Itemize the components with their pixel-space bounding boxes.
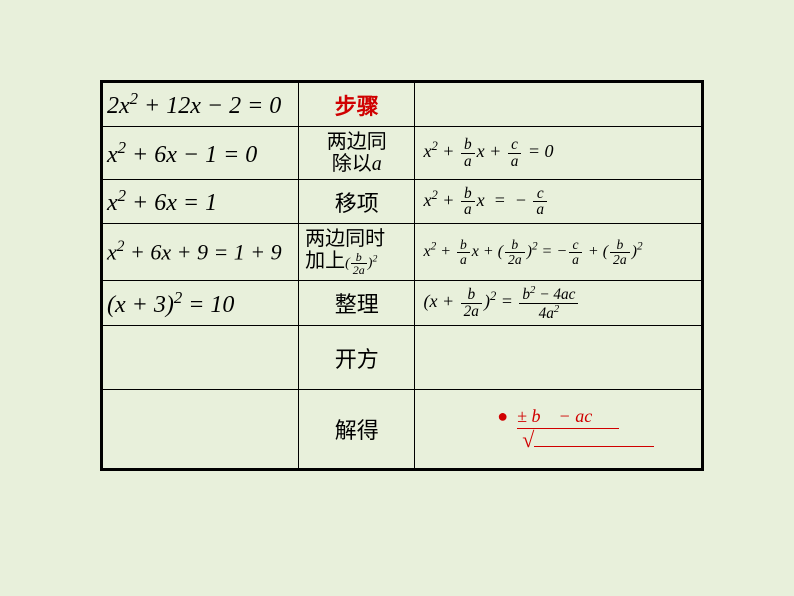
table-row: 2x2 + 12x − 2 = 0 步骤	[103, 83, 702, 127]
step-cell: 两边同 除以a	[299, 127, 415, 180]
table-row: x2 + 6x = 1 移项 x2 + bax = − ca	[103, 180, 702, 224]
formula-cell	[103, 326, 299, 390]
formula-cell: x2 + 6x = 1	[103, 180, 299, 224]
right-cell: x2 + bax = − ca	[415, 180, 702, 224]
step-header: 步骤	[299, 83, 415, 127]
step-cell: 移项	[299, 180, 415, 224]
formula-cell	[103, 390, 299, 469]
step-text: 两边同	[327, 131, 387, 153]
formula-cell: 2x2 + 12x − 2 = 0	[103, 83, 299, 127]
right-cell: x2 + bax + ca = 0	[415, 127, 702, 180]
right-cell: ● ± b − ac √	[415, 390, 702, 469]
red-dot: ●	[497, 406, 508, 426]
step-cell: 整理	[299, 281, 415, 326]
right-cell	[415, 326, 702, 390]
formula-cell: (x + 3)2 = 10	[103, 281, 299, 326]
frac-den: 2a	[351, 264, 367, 276]
derivation-table: 2x2 + 12x − 2 = 0 步骤 x2 + 6x − 1 = 0 两边同…	[100, 80, 704, 471]
step-cell: 解得	[299, 390, 415, 469]
formula-cell: x2 + 6x − 1 = 0	[103, 127, 299, 180]
red-text: ± b	[517, 406, 540, 426]
step-text: 除以	[332, 153, 372, 175]
table-row: x2 + 6x − 1 = 0 两边同 除以a x2 + bax + ca = …	[103, 127, 702, 180]
table-row: 解得 ● ± b − ac √	[103, 390, 702, 469]
table-row: 开方	[103, 326, 702, 390]
table-row: x2 + 6x + 9 = 1 + 9 两边同时 加上(b2a)2 x2 + b…	[103, 224, 702, 281]
right-cell: (x + b2a)2 = b2 − 4ac4a2	[415, 281, 702, 326]
step-cell: 两边同时 加上(b2a)2	[299, 224, 415, 281]
sqrt-symbol: √	[522, 427, 534, 452]
step-text: 两边同时	[305, 228, 385, 250]
table-row: (x + 3)2 = 10 整理 (x + b2a)2 = b2 − 4ac4a…	[103, 281, 702, 326]
formula-cell: x2 + 6x + 9 = 1 + 9	[103, 224, 299, 281]
right-cell: x2 + bax + (b2a)2 = −ca + (b2a)2	[415, 224, 702, 281]
step-cell: 开方	[299, 326, 415, 390]
step-var: a	[372, 153, 382, 175]
red-text: − ac	[559, 406, 593, 426]
right-cell	[415, 83, 702, 127]
step-text: 加上	[305, 250, 345, 272]
